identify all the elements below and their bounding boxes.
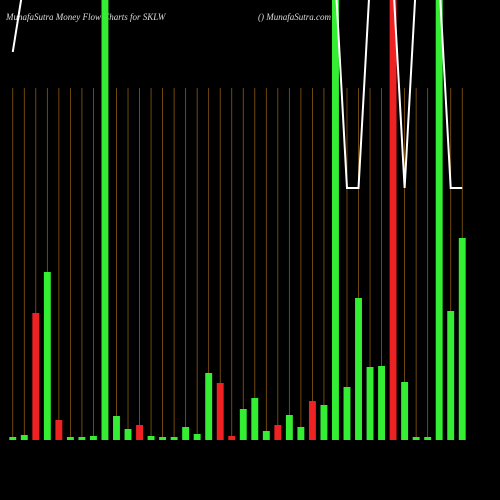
bar xyxy=(205,373,213,440)
bar xyxy=(297,427,305,440)
bar xyxy=(182,427,190,440)
bar xyxy=(124,429,132,440)
bar xyxy=(89,436,97,440)
bar xyxy=(447,311,455,440)
bar xyxy=(159,437,167,440)
bar xyxy=(66,437,74,440)
bar xyxy=(228,436,236,440)
bar xyxy=(43,272,51,440)
bar xyxy=(401,382,409,440)
bar xyxy=(101,0,109,440)
bar xyxy=(113,416,120,440)
bar xyxy=(136,425,143,440)
bar xyxy=(9,437,17,440)
bar xyxy=(55,420,63,440)
bar xyxy=(366,367,374,440)
bar xyxy=(285,415,293,440)
bar xyxy=(239,409,247,440)
bar xyxy=(412,437,420,440)
bar xyxy=(262,431,270,440)
bar xyxy=(308,401,316,440)
bar xyxy=(32,313,40,440)
bar xyxy=(251,398,259,440)
bar xyxy=(78,437,86,440)
bar xyxy=(343,387,351,440)
bar xyxy=(193,434,201,440)
bar xyxy=(424,437,432,440)
chart-title: MunafaSutra Money Flow Charts for SKLW xyxy=(5,12,167,22)
bar xyxy=(20,435,28,440)
bar xyxy=(320,405,328,440)
bar xyxy=(389,0,397,440)
bar xyxy=(355,298,362,440)
bar xyxy=(216,383,224,440)
bar xyxy=(147,436,155,440)
bar xyxy=(458,238,466,440)
bar xyxy=(378,366,386,440)
bar xyxy=(170,437,178,440)
chart-subtitle: () MunafaSutra.com xyxy=(258,12,331,22)
bar xyxy=(274,425,282,440)
bar xyxy=(332,0,339,440)
bar xyxy=(435,0,443,440)
